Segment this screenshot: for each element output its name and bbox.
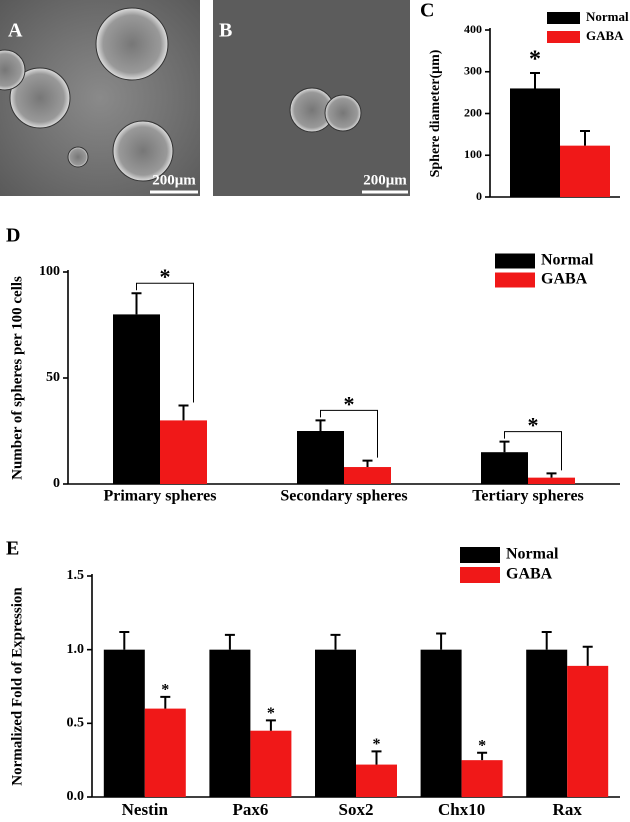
significance-mark: * [478,737,486,754]
panel-label: A [8,20,23,42]
x-tick-label: Rax [553,800,583,819]
bar [344,467,391,484]
significance-mark: * [373,736,381,753]
panel-label: B [219,20,232,42]
significance-mark: * [529,47,541,73]
legend-swatch [495,253,535,269]
error-bar [477,751,488,761]
error-bar [546,472,557,478]
error-bar [315,419,326,431]
bar [481,452,528,484]
legend-label: GABA [541,271,588,288]
bar [297,431,344,484]
error-bar [160,695,171,709]
x-tick-label: Pax6 [232,800,268,819]
micrograph-a: A 200μm [0,0,200,196]
x-tick-label: Tertiary spheres [472,488,584,505]
micrograph-b: B 200μm [213,0,410,196]
bar [103,649,145,797]
y-tick-label: 100 [464,147,482,161]
significance-mark: * [161,681,169,698]
y-tick-label: 300 [464,64,482,78]
legend-label: Normal [586,9,629,24]
error-bar [541,630,552,650]
panel-label: E [6,538,19,560]
legend-swatch [547,31,580,43]
legend-label: GABA [506,566,553,583]
significance-mark: * [528,413,539,438]
significance-mark: * [267,705,275,722]
scale-bar-label: 200μm [152,172,196,188]
bar [160,420,207,484]
x-tick-label: Secondary spheres [280,488,407,505]
bar [144,708,186,797]
y-axis-label: Sphere diameter(μm) [428,49,443,177]
x-tick-label: Chx10 [438,800,485,819]
error-bar [178,404,189,421]
y-tick-label: 1.0 [67,642,85,657]
significance-mark: * [344,391,355,416]
scale-bar-label: 200μm [363,172,407,188]
x-tick-label: Sox2 [339,800,374,819]
x-tick-label: Nestin [122,800,169,819]
error-bar [582,645,593,666]
legend-swatch [495,272,535,288]
y-tick-label: 0 [53,476,60,491]
error-bar [265,719,276,731]
significance-bracket [136,282,194,403]
y-tick-label: 50 [46,370,60,385]
y-tick-label: 400 [464,22,482,36]
bar [510,88,560,197]
bar [567,665,609,797]
bar [113,314,160,484]
y-tick-label: 0.0 [67,789,85,804]
error-bar [131,292,142,315]
error-bar [362,459,373,468]
bar [526,649,568,797]
error-bar [436,632,447,650]
error-bar [224,633,235,650]
legend-label: GABA [586,28,624,43]
legend-label: Normal [541,252,594,269]
y-axis-label: Number of spheres per 100 cells [9,276,25,480]
y-axis-label: Normalized Fold of Expression [9,587,25,786]
error-bar [499,440,510,453]
error-bar [580,130,590,146]
significance-bracket [504,431,562,471]
y-tick-label: 1.5 [67,568,85,583]
y-tick-label: 100 [39,264,60,279]
panel-label: D [6,225,20,247]
y-tick-label: 0.5 [67,716,85,731]
legend-label: Normal [506,546,559,563]
error-bar [119,630,130,650]
bar [315,649,356,797]
bar [250,730,292,797]
bar [528,477,575,484]
x-tick-label: Primary spheres [103,488,216,505]
error-bar [330,633,341,650]
bar [356,764,397,797]
legend-swatch [460,567,500,583]
error-bar [371,750,382,765]
y-tick-label: 200 [464,105,482,119]
legend-swatch [460,547,500,563]
bar [209,649,251,797]
panel-label: C [420,0,434,22]
significance-bracket [320,409,378,458]
bar [420,649,462,797]
significance-mark: * [160,264,171,289]
y-tick-label: 0 [476,189,482,203]
bar [461,760,503,797]
legend-swatch [547,12,580,24]
bar [560,145,610,197]
error-bar [530,72,540,89]
